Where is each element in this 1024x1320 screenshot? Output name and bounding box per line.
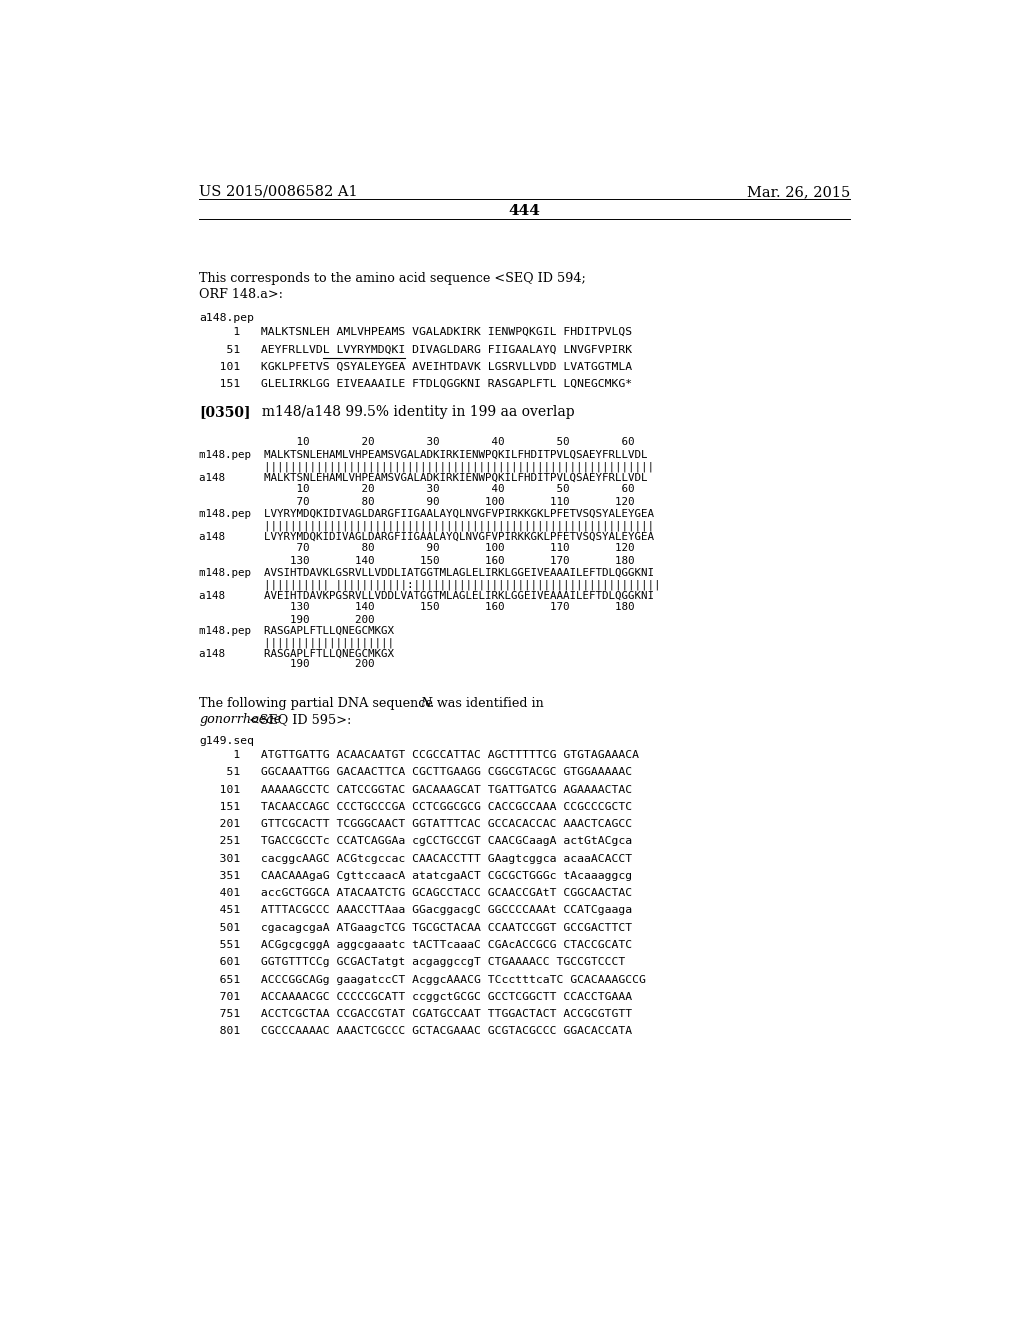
Text: a148      RASGAPLFTLLQNEGCMKGX: a148 RASGAPLFTLLQNEGCMKGX: [200, 648, 394, 659]
Text: N.: N.: [420, 697, 434, 710]
Text: g149.seq: g149.seq: [200, 735, 254, 746]
Text: 70        80        90       100       110       120: 70 80 90 100 110 120: [200, 543, 635, 553]
Text: 130       140       150       160       170       180: 130 140 150 160 170 180: [200, 602, 635, 611]
Text: 130       140       150       160       170       180: 130 140 150 160 170 180: [200, 556, 635, 566]
Text: 501   cgacagcgaA ATGaagcTCG TGCGCTACAA CCAATCCGGT GCCGACTTCT: 501 cgacagcgaA ATGaagcTCG TGCGCTACAA CCA…: [200, 923, 633, 933]
Text: gonorrhoeae: gonorrhoeae: [200, 713, 282, 726]
Text: 190       200: 190 200: [200, 660, 375, 669]
Text: 301   cacggcAAGC ACGtcgccac CAACACCTTT GAagtcggca acaaACACCT: 301 cacggcAAGC ACGtcgccac CAACACCTTT GAa…: [200, 854, 633, 863]
Text: m148.pep  AVSIHTDAVKLGSRVLLVDDLIATGGTMLAGLELIRKLGGEIVEAAAILEFTDLQGGKNI: m148.pep AVSIHTDAVKLGSRVLLVDDLIATGGTMLAG…: [200, 568, 654, 578]
Text: a148      LVYRYMDQKIDIVAGLDARGFIIGAALAYQLNVGFVPIRKKGKLPFETVSQSYALEYGEA: a148 LVYRYMDQKIDIVAGLDARGFIIGAALAYQLNVGF…: [200, 532, 654, 541]
Text: 751   ACCTCGCTAA CCGACCGTAT CGATGCCAAT TTGGACTACT ACCGCGTGTT: 751 ACCTCGCTAA CCGACCGTAT CGATGCCAAT TTG…: [200, 1008, 633, 1019]
Text: |||||||||| |||||||||||:||||||||||||||||||||||||||||||||||||||: |||||||||| |||||||||||:|||||||||||||||||…: [200, 579, 660, 590]
Text: a148      MALKTSNLEHAMLVHPEAMSVGALADKIRKIENWPQKILFHDITPVLQSAEYFRLLVDL: a148 MALKTSNLEHAMLVHPEAMSVGALADKIRKIENWP…: [200, 473, 648, 483]
Text: m148/a148 99.5% identity in 199 aa overlap: m148/a148 99.5% identity in 199 aa overl…: [253, 405, 575, 420]
Text: 251   TGACCGCCTc CCATCAGGAa cgCCTGCCGT CAACGCaagA actGtACgca: 251 TGACCGCCTc CCATCAGGAa cgCCTGCCGT CAA…: [200, 837, 633, 846]
Text: 601   GGTGTTTCCg GCGACTatgt acgaggccgT CTGAAAACC TGCCGTCCCT: 601 GGTGTTTCCg GCGACTatgt acgaggccgT CTG…: [200, 957, 626, 968]
Text: 151   GLELIRKLGG EIVEAAAILE FTDLQGGKNI RASGAPLFTL LQNEGCMKG*: 151 GLELIRKLGG EIVEAAAILE FTDLQGGKNI RAS…: [200, 379, 633, 389]
Text: m148.pep  LVYRYMDQKIDIVAGLDARGFIIGAALAYQLNVGFVPIRKKGKLPFETVSQSYALEYGEA: m148.pep LVYRYMDQKIDIVAGLDARGFIIGAALAYQL…: [200, 510, 654, 519]
Text: 51   GGCAAATTGG GACAACTTCA CGCTTGAAGG CGGCGTACGC GTGGAAAAAC: 51 GGCAAATTGG GACAACTTCA CGCTTGAAGG CGGC…: [200, 767, 633, 777]
Text: 10        20        30        40        50        60: 10 20 30 40 50 60: [200, 483, 635, 494]
Text: a148      AVEIHTDAVKPGSRVLLVDDLVATGGTMLAGLELIRKLGGEIVEAAAILEFTDLQGGKNI: a148 AVEIHTDAVKPGSRVLLVDDLVATGGTMLAGLELI…: [200, 590, 654, 601]
Text: ||||||||||||||||||||||||||||||||||||||||||||||||||||||||||||: ||||||||||||||||||||||||||||||||||||||||…: [200, 520, 654, 531]
Text: 10        20        30        40        50        60: 10 20 30 40 50 60: [200, 437, 635, 447]
Text: <SEQ ID 595>:: <SEQ ID 595>:: [246, 713, 351, 726]
Text: 551   ACGgcgcggA aggcgaaatc tACTTcaaaC CGAcACCGCG CTACCGCATC: 551 ACGgcgcggA aggcgaaatc tACTTcaaaC CGA…: [200, 940, 633, 950]
Text: 1   ATGTTGATTG ACAACAATGT CCGCCATTAC AGCTTTTTCG GTGTAGAAACA: 1 ATGTTGATTG ACAACAATGT CCGCCATTAC AGCTT…: [200, 750, 639, 760]
Text: 101   KGKLPFETVS QSYALEYGEA AVEIHTDAVK LGSRVLLVDD LVATGGTMLA: 101 KGKLPFETVS QSYALEYGEA AVEIHTDAVK LGS…: [200, 362, 633, 372]
Text: The following partial DNA sequence was identified in: The following partial DNA sequence was i…: [200, 697, 548, 710]
Text: [0350]: [0350]: [200, 405, 251, 420]
Text: 101   AAAAAGCCTC CATCCGGTAC GACAAAGCAT TGATTGATCG AGAAAACTAC: 101 AAAAAGCCTC CATCCGGTAC GACAAAGCAT TGA…: [200, 784, 633, 795]
Text: This corresponds to the amino acid sequence <SEQ ID 594;: This corresponds to the amino acid seque…: [200, 272, 586, 285]
Text: 1   MALKTSNLEH AMLVHPEAMS VGALADKIRK IENWPQKGIL FHDITPVLQS: 1 MALKTSNLEH AMLVHPEAMS VGALADKIRK IENWP…: [200, 327, 633, 337]
Text: 351   CAACAAAgaG CgttccaacA atatcgaACT CGCGCTGGGc tAcaaaggcg: 351 CAACAAAgaG CgttccaacA atatcgaACT CGC…: [200, 871, 633, 880]
Text: 651   ACCCGGCAGg gaagatccCT AcggcAAACG TCcctttcaTC GCACAAAGCCG: 651 ACCCGGCAGg gaagatccCT AcggcAAACG TCc…: [200, 974, 646, 985]
Text: 701   ACCAAAACGC CCCCCGCATT ccggctGCGC GCCTCGGCTT CCACCTGAAA: 701 ACCAAAACGC CCCCCGCATT ccggctGCGC GCC…: [200, 991, 633, 1002]
Text: m148.pep  MALKTSNLEHAMLVHPEAMSVGALADKIRKIENWPQKILFHDITPVLQSAEYFRLLVDL: m148.pep MALKTSNLEHAMLVHPEAMSVGALADKIRKI…: [200, 450, 648, 461]
Text: a148.pep: a148.pep: [200, 313, 254, 323]
Text: ||||||||||||||||||||: ||||||||||||||||||||: [200, 638, 394, 648]
Text: 190       200: 190 200: [200, 615, 375, 624]
Text: 801   CGCCCAAAAC AAACTCGCCC GCTACGAAAC GCGTACGCCC GGACACCATA: 801 CGCCCAAAAC AAACTCGCCC GCTACGAAAC GCG…: [200, 1027, 633, 1036]
Text: ORF 148.a>:: ORF 148.a>:: [200, 289, 284, 301]
Text: Mar. 26, 2015: Mar. 26, 2015: [746, 185, 850, 199]
Text: 70        80        90       100       110       120: 70 80 90 100 110 120: [200, 496, 635, 507]
Text: 401   accGCTGGCA ATACAATCTG GCAGCCTACC GCAACCGAtT CGGCAACTAC: 401 accGCTGGCA ATACAATCTG GCAGCCTACC GCA…: [200, 888, 633, 898]
Text: US 2015/0086582 A1: US 2015/0086582 A1: [200, 185, 358, 199]
Text: 451   ATTTACGCCC AAACCTTAaa GGacggacgC GGCCCCAAAt CCATCgaaga: 451 ATTTACGCCC AAACCTTAaa GGacggacgC GGC…: [200, 906, 633, 916]
Text: 201   GTTCGCACTT TCGGGCAACT GGTATTTCAC GCCACACCAC AAACTCAGCC: 201 GTTCGCACTT TCGGGCAACT GGTATTTCAC GCC…: [200, 818, 633, 829]
Text: 151   TACAACCAGC CCCTGCCCGA CCTCGGCGCG CACCGCCAAA CCGCCCGCTC: 151 TACAACCAGC CCCTGCCCGA CCTCGGCGCG CAC…: [200, 801, 633, 812]
Text: m148.pep  RASGAPLFTLLQNEGCMKGX: m148.pep RASGAPLFTLLQNEGCMKGX: [200, 626, 394, 636]
Text: ||||||||||||||||||||||||||||||||||||||||||||||||||||||||||||: ||||||||||||||||||||||||||||||||||||||||…: [200, 461, 654, 471]
Text: 444: 444: [509, 205, 541, 218]
Text: 51   AEYFRLLVDL LVYRYMDQKI DIVAGLDARG FIIGAALAYQ LNVGFVPIRK: 51 AEYFRLLVDL LVYRYMDQKI DIVAGLDARG FIIG…: [200, 345, 633, 354]
